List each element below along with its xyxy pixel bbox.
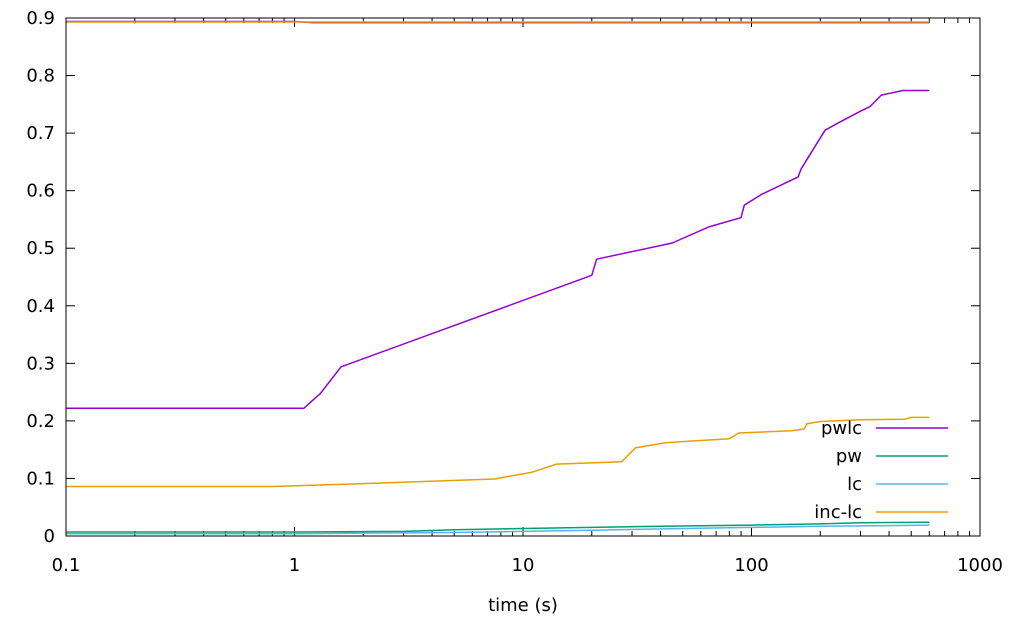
y-tick-label: 0.8: [26, 66, 55, 87]
y-tick-label: 0.4: [26, 296, 55, 317]
series-line-pwlc: [66, 89, 930, 409]
y-tick-label: 0.6: [26, 181, 55, 202]
x-tick-label: 10: [512, 555, 535, 576]
series-line-pw: [66, 521, 930, 533]
series-lines: [66, 20, 930, 535]
series-line-lc: [66, 524, 930, 535]
series-line-inc-lc: [66, 416, 930, 488]
y-tick-label: 0: [44, 526, 55, 547]
x-axis-title: time (s): [488, 595, 558, 616]
legend-label-inc-lc: inc-lc: [814, 502, 862, 523]
y-tick-label: 0.5: [26, 238, 55, 259]
y-tick-label: 0.3: [26, 353, 55, 374]
x-tick-label: 1: [289, 555, 300, 576]
y-tick-label: 0.7: [26, 123, 55, 144]
legend-label-pw: pw: [836, 446, 862, 467]
legend-label-lc: lc: [847, 474, 862, 495]
x-tick-label: 100: [734, 555, 768, 576]
y-tick-label: 0.2: [26, 411, 55, 432]
x-tick-label: 0.1: [52, 555, 81, 576]
y-tick-label: 0.9: [26, 8, 55, 29]
legend-label-pwlc: pwlc: [821, 418, 862, 439]
x-tick-label: 1000: [957, 555, 1003, 576]
y-tick-label: 0.1: [26, 468, 55, 489]
tick-labels: 0 0.1 0.2 0.3 0.4 0.5 0.6 0.7 0.8 0.9 0.1 1 10 100 100…: [26, 8, 1003, 576]
plot-frame: [65, 17, 981, 537]
